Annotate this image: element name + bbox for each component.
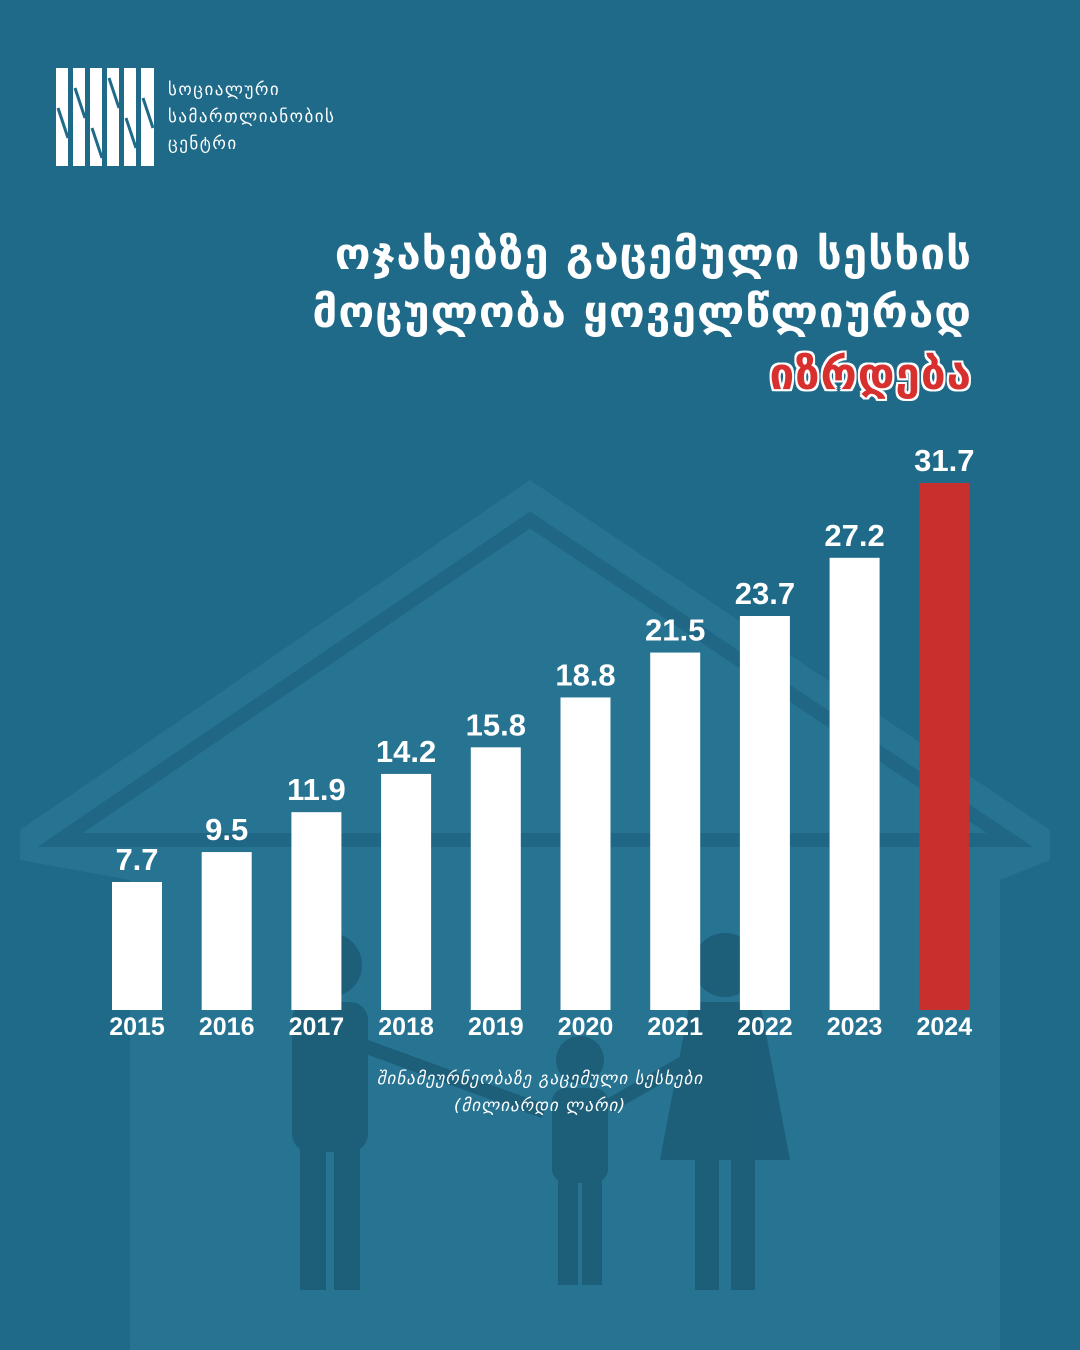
- bar-2024: [919, 483, 970, 1010]
- category-label-2016: 2016: [199, 1013, 255, 1041]
- category-label-2019: 2019: [468, 1013, 524, 1041]
- bar-2019: [470, 747, 521, 1010]
- value-label-2021: 21.5: [645, 613, 705, 648]
- category-label-2021: 2021: [647, 1013, 703, 1041]
- bar-2015: [112, 881, 162, 1010]
- category-label-2024: 2024: [916, 1013, 972, 1041]
- bar-2016: [201, 852, 252, 1010]
- value-label-2019: 15.8: [466, 707, 526, 742]
- headline-line-2: მოცულობა ყოველწლიურად: [312, 287, 972, 338]
- bar-2022: [739, 615, 790, 1010]
- organization-logo: სოციალური სამართლიანობის ცენტრი: [56, 68, 335, 166]
- value-label-2016: 9.5: [205, 812, 248, 847]
- value-label-2024: 31.7: [914, 443, 974, 478]
- bar-2023: [829, 557, 880, 1010]
- bar-2017: [291, 812, 342, 1010]
- chart-xlabel: შინამეურნეობაზე გაცემული სესხები: [376, 1069, 704, 1089]
- logo-line-2: სამართლიანობის: [168, 106, 336, 127]
- bar-2020: [560, 697, 611, 1010]
- category-label-2022: 2022: [737, 1013, 793, 1041]
- category-label-2023: 2023: [827, 1013, 883, 1041]
- bar-2021: [650, 652, 701, 1010]
- logo-mark-icon: [56, 68, 154, 166]
- value-label-2018: 14.2: [376, 734, 436, 769]
- logo-line-3: ცენტრი: [168, 133, 238, 154]
- category-label-2017: 2017: [289, 1013, 345, 1041]
- bar-2018: [381, 773, 432, 1010]
- headline-line-1: ოჯახებზე გაცემული სესხის: [334, 229, 972, 280]
- headline-accent: იზრდება: [769, 349, 972, 400]
- category-label-2015: 2015: [109, 1013, 165, 1041]
- value-label-2015: 7.7: [115, 842, 158, 877]
- headline: ოჯახებზე გაცემული სესხის მოცულობა ყოველწ…: [72, 226, 972, 406]
- value-label-2022: 23.7: [735, 576, 795, 611]
- logo-line-1: სოციალური: [168, 79, 281, 100]
- value-label-2023: 27.2: [824, 518, 884, 553]
- value-label-2020: 18.8: [555, 657, 615, 692]
- logo-text: სოციალური სამართლიანობის ცენტრი: [168, 77, 335, 158]
- chart-unit: (მილიარდი ლარი): [453, 1096, 627, 1116]
- value-label-2017: 11.9: [287, 772, 346, 807]
- category-label-2018: 2018: [378, 1013, 434, 1041]
- chart-caption: შინამეურნეობაზე გაცემული სესხები (მილიარ…: [240, 1066, 840, 1120]
- category-label-2020: 2020: [558, 1013, 614, 1041]
